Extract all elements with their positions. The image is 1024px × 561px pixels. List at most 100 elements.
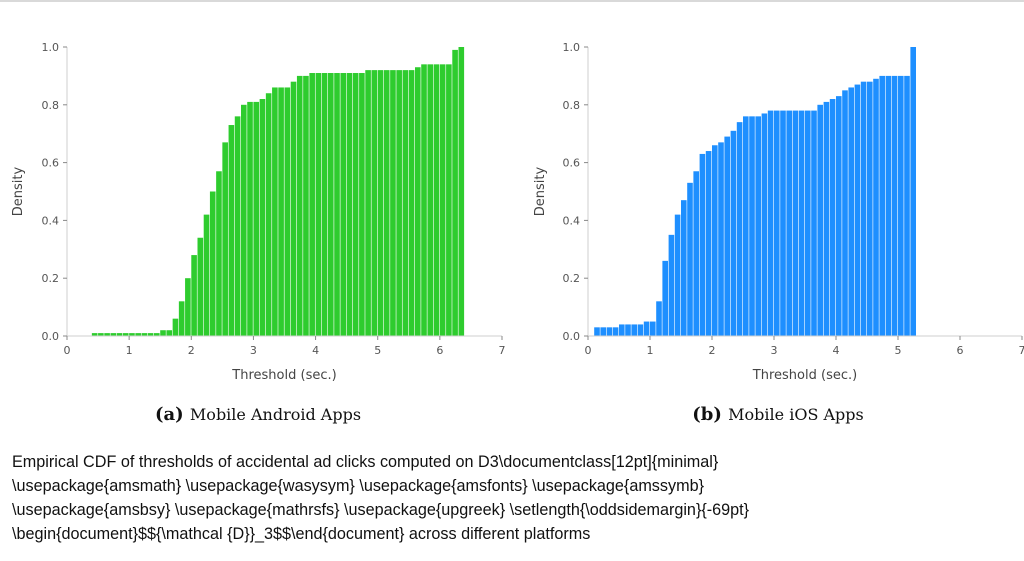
y-tick-label: 0.2: [563, 272, 581, 285]
bar: [396, 70, 402, 337]
bar: [829, 99, 836, 337]
bar: [594, 327, 600, 336]
bar: [798, 110, 805, 336]
bar: [185, 278, 191, 336]
y-tick-label: 0.4: [42, 214, 60, 227]
subcaption-label: (b): [692, 404, 728, 425]
x-tick-label: 7: [499, 344, 506, 357]
bar: [898, 75, 904, 337]
x-tick-label: 4: [833, 344, 840, 357]
y-tick-label: 0.0: [563, 330, 581, 343]
bar: [823, 101, 830, 336]
subcaption-text: Mobile Android Apps: [190, 405, 361, 424]
y-tick-label: 0.0: [42, 330, 60, 343]
bar: [842, 90, 848, 336]
bar: [643, 321, 650, 336]
bar: [216, 171, 222, 336]
bar: [116, 333, 123, 336]
bar: [359, 73, 365, 336]
bar: [860, 81, 867, 337]
bar: [191, 255, 197, 336]
x-axis-label: Threshold (sec.): [231, 368, 336, 383]
bar: [446, 64, 452, 336]
y-tick-label: 0.4: [563, 214, 581, 227]
y-tick-label: 0.6: [563, 157, 581, 170]
bar: [303, 75, 309, 337]
bar: [867, 81, 873, 337]
bar: [228, 125, 235, 336]
bar: [774, 110, 780, 336]
bar: [743, 116, 749, 336]
bar: [290, 81, 297, 337]
bar: [383, 70, 390, 337]
bar: [885, 75, 892, 337]
bar: [433, 64, 440, 336]
bar: [452, 49, 458, 336]
bar: [415, 67, 421, 336]
bar: [172, 318, 179, 336]
bar: [606, 327, 613, 336]
bar: [792, 110, 799, 336]
bar: [141, 333, 148, 336]
bar: [234, 116, 241, 336]
bar: [780, 110, 786, 336]
bar: [321, 73, 328, 336]
bar: [346, 73, 353, 336]
bar: [656, 301, 662, 336]
bar: [315, 73, 322, 336]
chart-panel-android: 0.0 0.2 0.4 0.6 0.8 1.0 0 1 2 3 4 5 6 7 Threshold (sec…: [11, 41, 506, 425]
bar: [699, 153, 706, 336]
bar: [352, 73, 359, 336]
bar: [241, 104, 247, 336]
bar: [854, 84, 861, 336]
x-tick-label: 0: [64, 344, 71, 357]
x-tick-label: 2: [709, 344, 716, 357]
bar: [625, 324, 631, 336]
bar: [848, 87, 854, 337]
bar: [110, 333, 117, 336]
bar: [365, 70, 371, 337]
bar: [154, 333, 160, 336]
bar: [693, 171, 699, 336]
chart-panel-ios: 0.0 0.2 0.4 0.6 0.8 1.0 0 1 2 3 4 5 6 7 Threshold (sec…: [533, 41, 1024, 425]
bar: [334, 73, 340, 336]
bar: [668, 234, 675, 336]
bar: [421, 64, 427, 336]
bar: [718, 142, 724, 336]
bar: [873, 78, 879, 336]
figure-caption: Empirical CDF of thresholds of accidenta…: [12, 453, 750, 543]
bar: [178, 301, 185, 336]
x-tick-label: 6: [436, 344, 443, 357]
bar: [209, 191, 216, 336]
bar: [408, 70, 415, 337]
bar: [811, 110, 817, 336]
bar: [891, 75, 898, 337]
bar: [340, 73, 347, 336]
x-tick-label: 3: [771, 344, 778, 357]
bar: [619, 324, 625, 336]
x-axis-label: Threshold (sec.): [752, 368, 857, 383]
bar: [371, 70, 378, 337]
bar: [129, 333, 135, 336]
x-tick-label: 3: [250, 344, 257, 357]
bar: [91, 333, 98, 336]
bar: [328, 73, 334, 336]
figure: 0.0 0.2 0.4 0.6 0.8 1.0 0 1 2 3 4 5 6 7 Threshold (sec…: [11, 41, 1024, 425]
bar: [272, 87, 278, 337]
bar: [687, 182, 693, 336]
bar: [265, 93, 272, 337]
bar: [98, 333, 104, 336]
bar: [197, 237, 204, 336]
x-tick-label: 2: [188, 344, 195, 357]
x-tick-label: 5: [895, 344, 902, 357]
bar: [439, 64, 446, 336]
x-tick-label: 1: [647, 344, 654, 357]
bar: [650, 321, 656, 336]
bar: [166, 330, 173, 336]
bar: [761, 113, 768, 336]
bar: [730, 130, 737, 336]
x-tick-label: 4: [312, 344, 319, 357]
y-tick-label: 0.8: [563, 99, 581, 112]
y-axis-label: Density: [11, 166, 26, 216]
bar: [377, 70, 384, 337]
